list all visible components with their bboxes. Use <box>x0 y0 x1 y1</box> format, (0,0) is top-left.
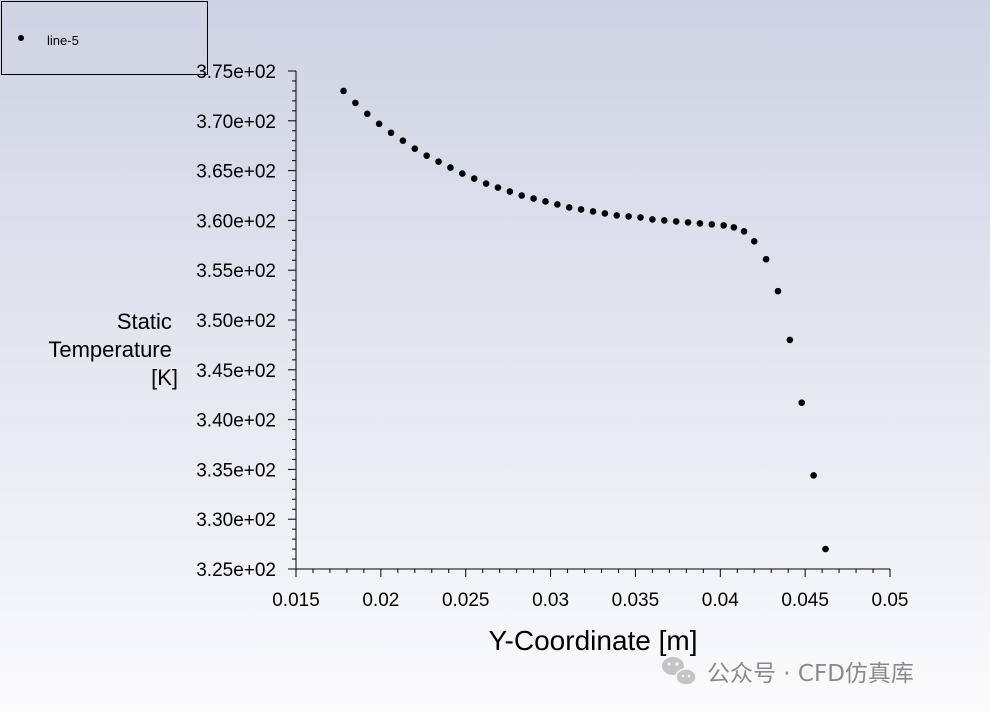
data-point <box>660 217 668 224</box>
x-tick-label: 0.02 <box>362 590 399 611</box>
y-axis-title-line-3: [K] <box>151 365 178 390</box>
wechat-icon <box>662 657 697 686</box>
data-point <box>822 545 829 553</box>
x-tick-label: 0.04 <box>702 590 739 611</box>
data-point <box>649 216 656 223</box>
data-point <box>696 220 704 227</box>
data-point <box>577 206 585 213</box>
data-point <box>530 195 537 202</box>
data-point <box>411 145 419 152</box>
data-point <box>589 208 597 215</box>
data-point <box>565 204 573 211</box>
x-tick-label: 0.015 <box>272 590 320 611</box>
watermark-text: 公众号 · CFD仿真库 <box>707 661 914 687</box>
data-point <box>482 180 490 187</box>
data-point <box>447 164 454 171</box>
x-tick-labels: 0.015 0.02 0.025 0.03 0.035 0.04 0.045 0.05 <box>272 590 908 611</box>
data-point <box>435 158 442 165</box>
data-point <box>363 110 371 118</box>
x-tick-label: 0.03 <box>532 590 569 611</box>
y-tick-label: 3.60e+02 <box>196 211 276 232</box>
data-point <box>740 228 748 235</box>
x-axis-title: Y-Coordinate [m] <box>488 625 697 656</box>
y-tick-label: 3.30e+02 <box>196 510 276 531</box>
y-tick-label: 3.55e+02 <box>196 261 276 282</box>
x-tick-label: 0.045 <box>781 590 829 611</box>
data-point <box>684 219 692 226</box>
data-point <box>518 192 526 199</box>
data-point <box>762 255 770 263</box>
data-point <box>720 222 727 229</box>
data-point <box>601 210 609 217</box>
y-tick-label: 3.25e+02 <box>196 560 276 581</box>
y-axis-title-line-2: Temperature <box>48 337 172 362</box>
data-point <box>542 198 549 205</box>
data-point <box>423 152 430 159</box>
y-tick-label: 3.75e+02 <box>196 62 276 83</box>
data-point <box>554 201 561 208</box>
data-point <box>494 184 502 191</box>
data-point <box>459 170 466 177</box>
watermark: 公众号 · CFD仿真库 <box>662 657 914 687</box>
y-tick-label: 3.40e+02 <box>196 411 276 432</box>
y-tick-label: 3.70e+02 <box>196 112 276 133</box>
x-tick-label: 0.025 <box>442 590 490 611</box>
x-tick-label: 0.05 <box>872 590 909 611</box>
axes <box>288 70 891 577</box>
data-point <box>786 336 794 344</box>
y-axis-title-line-1: Static <box>117 309 172 334</box>
legend: line-5 <box>1 1 208 75</box>
data-point <box>774 287 782 295</box>
data-point <box>352 99 359 107</box>
data-point <box>613 212 621 219</box>
data-point <box>387 129 395 137</box>
data-point <box>506 188 514 195</box>
y-tick-labels: 3.25e+02 3.30e+02 3.35e+02 3.40e+02 3.45e+02… <box>196 62 276 581</box>
data-point <box>399 137 407 145</box>
data-point <box>625 213 632 220</box>
data-points <box>340 87 829 553</box>
data-point <box>810 472 817 479</box>
data-point <box>470 175 478 182</box>
legend-label: line-5 <box>47 33 79 48</box>
y-axis-title: Static Temperature [K] <box>48 309 178 390</box>
data-point <box>730 224 738 231</box>
y-tick-label: 3.65e+02 <box>196 162 276 183</box>
data-point <box>672 218 680 225</box>
data-point <box>375 120 383 128</box>
data-point <box>708 221 716 228</box>
y-tick-label: 3.45e+02 <box>196 361 276 382</box>
y-tick-label: 3.35e+02 <box>196 460 276 481</box>
legend-box <box>1 1 208 75</box>
x-tick-label: 0.035 <box>612 590 660 611</box>
data-point <box>340 87 347 95</box>
legend-marker <box>18 35 24 41</box>
y-tick-label: 3.50e+02 <box>196 311 276 332</box>
data-point <box>637 214 644 221</box>
data-point <box>750 238 758 245</box>
data-point <box>798 399 806 406</box>
